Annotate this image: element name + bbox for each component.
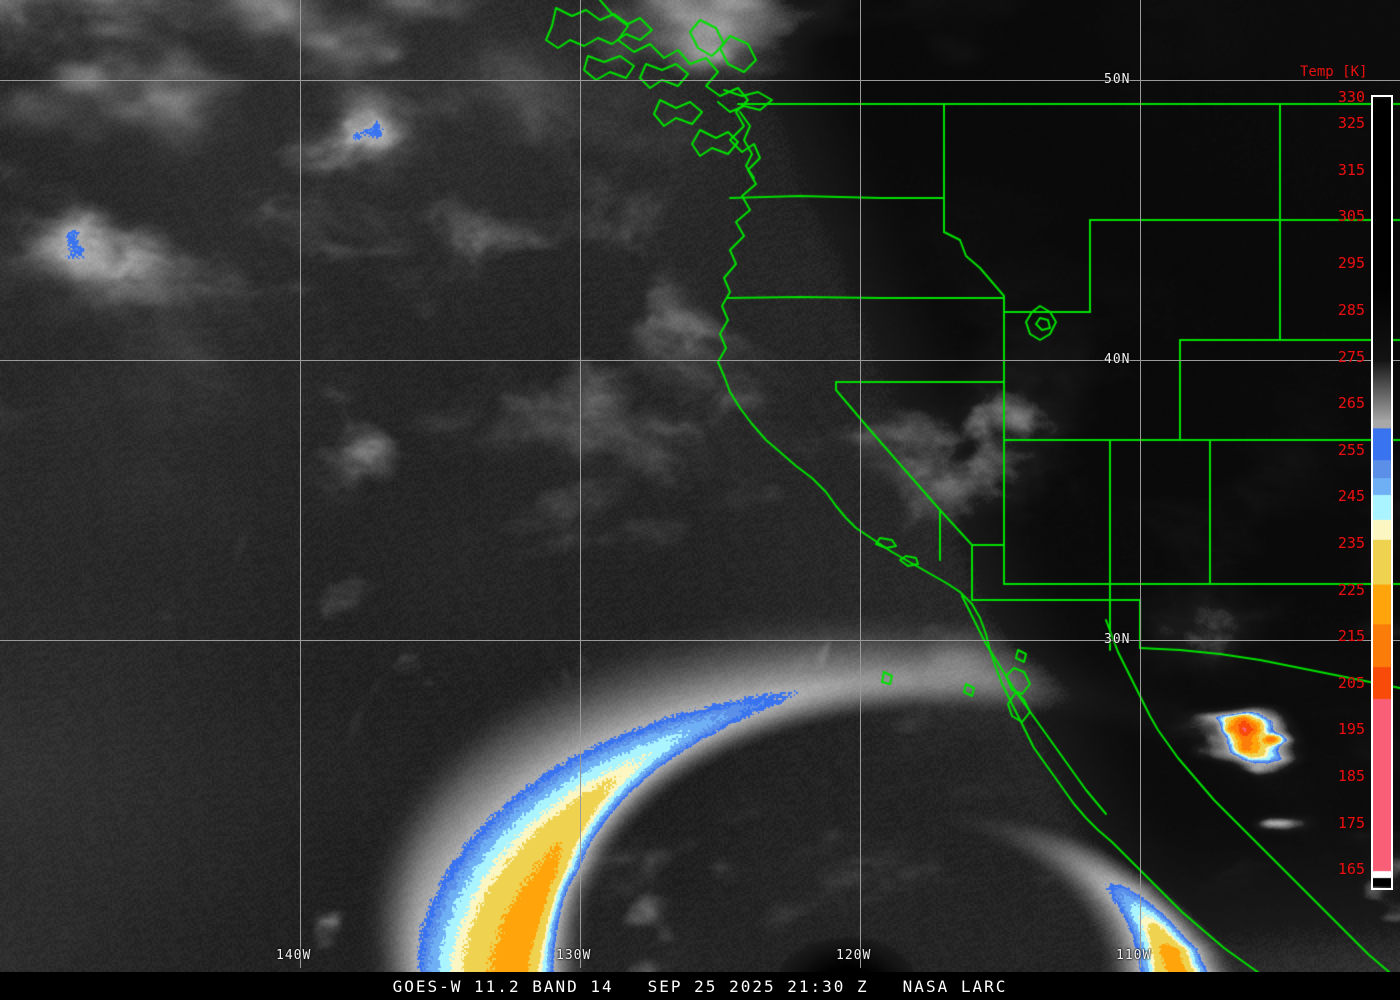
colorbar-tick-305: 305 bbox=[1337, 207, 1365, 225]
graticule-label-30N: 30N bbox=[1104, 632, 1131, 647]
caption-satellite: GOES-W 11.2 BAND 14 bbox=[392, 976, 614, 996]
colorbar-tick-255: 255 bbox=[1337, 441, 1365, 459]
colorbar-tick-235: 235 bbox=[1337, 534, 1365, 552]
colorbar-tick-295: 295 bbox=[1337, 254, 1365, 272]
caption-source: NASA LARC bbox=[902, 976, 1008, 996]
colorbar-tick-195: 195 bbox=[1337, 720, 1365, 738]
colorbar-tick-215: 215 bbox=[1337, 627, 1365, 645]
colorbar-tick-165: 165 bbox=[1337, 860, 1365, 878]
colorbar-tick-285: 285 bbox=[1337, 301, 1365, 319]
colorbar-tick-205: 205 bbox=[1337, 674, 1365, 692]
colorbar-tick-325: 325 bbox=[1337, 114, 1365, 132]
colorbar-tick-275: 275 bbox=[1337, 348, 1365, 366]
caption-bar: GOES-W 11.2 BAND 14 SEP 25 2025 21:30 Z … bbox=[0, 972, 1400, 1000]
graticule-label-130W: 130W bbox=[556, 948, 592, 963]
colorbar-tick-315: 315 bbox=[1337, 161, 1365, 179]
colorbar-tick-175: 175 bbox=[1337, 814, 1365, 832]
caption-timestamp: SEP 25 2025 21:30 Z bbox=[647, 976, 869, 996]
colorbar-tick-330: 330 bbox=[1337, 88, 1365, 106]
graticule-label-40N: 40N bbox=[1104, 352, 1131, 367]
colorbar bbox=[1371, 95, 1393, 890]
graticule-label-120W: 120W bbox=[836, 948, 872, 963]
colorbar-tick-185: 185 bbox=[1337, 767, 1365, 785]
colorbar-title: Temp [K] bbox=[1300, 64, 1368, 80]
colorbar-tick-265: 265 bbox=[1337, 394, 1365, 412]
graticule-label-110W: 110W bbox=[1116, 948, 1152, 963]
colorbar-gradient bbox=[1373, 97, 1391, 888]
colorbar-tick-245: 245 bbox=[1337, 487, 1365, 505]
graticule-label-140W: 140W bbox=[276, 948, 312, 963]
colorbar-tick-225: 225 bbox=[1337, 581, 1365, 599]
graticule-label-50N: 50N bbox=[1104, 72, 1131, 87]
